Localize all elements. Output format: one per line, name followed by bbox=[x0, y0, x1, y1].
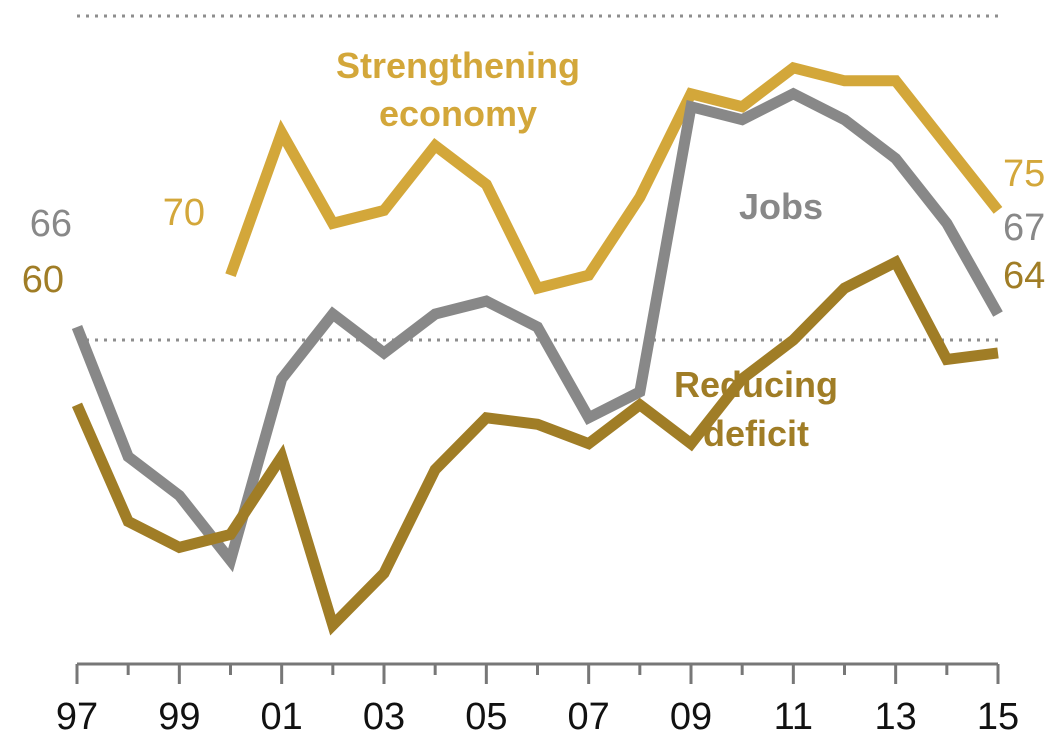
deficit-start-label: 60 bbox=[22, 259, 64, 301]
strengthening-end-label: 75 bbox=[1003, 153, 1045, 195]
reference-lines bbox=[77, 14, 998, 342]
series-lines bbox=[71, 61, 1003, 636]
deficit-annotation-line-1: Reducing bbox=[674, 364, 838, 405]
jobs-start-label: 66 bbox=[30, 203, 72, 245]
x-axis-tick-label: 07 bbox=[568, 696, 610, 735]
x-axis-tick-labels: 97 99 01 03 05 07 09 11 13 15 bbox=[56, 696, 1019, 735]
jobs-end-label: 67 bbox=[1003, 207, 1045, 249]
x-axis-tick-label: 11 bbox=[774, 696, 813, 735]
jobs-annotation: Jobs bbox=[739, 186, 823, 227]
deficit-end-label: 64 bbox=[1003, 255, 1045, 297]
deficit-annotation-line-2: deficit bbox=[703, 413, 809, 454]
series-line-reducing-deficit bbox=[71, 254, 999, 636]
series-line-strengthening-economy bbox=[225, 61, 1003, 295]
strengthening-annotation-line-1: Strengthening bbox=[336, 45, 580, 86]
endpoint-labels: 70 75 66 67 60 64 bbox=[22, 153, 1046, 301]
strengthening-start-label: 70 bbox=[163, 192, 205, 234]
x-axis-tick-label: 97 bbox=[56, 696, 98, 735]
x-axis-tick-label: 15 bbox=[977, 696, 1019, 735]
x-axis-tick-label: 05 bbox=[465, 696, 507, 735]
x-axis-tick-label: 09 bbox=[670, 696, 712, 735]
strengthening-annotation-line-2: economy bbox=[379, 93, 537, 134]
series-annotations: Strengthening economy Jobs Reducing defi… bbox=[336, 45, 838, 454]
x-axis: 97 99 01 03 05 07 09 11 13 15 bbox=[56, 662, 1019, 735]
x-axis-tick-label: 99 bbox=[158, 696, 200, 735]
x-axis-ticks bbox=[75, 664, 1000, 684]
series-line-jobs bbox=[71, 87, 1003, 573]
x-axis-tick-label: 01 bbox=[261, 696, 303, 735]
x-axis-tick-label: 13 bbox=[875, 696, 917, 735]
x-axis-tick-label: 03 bbox=[363, 696, 405, 735]
